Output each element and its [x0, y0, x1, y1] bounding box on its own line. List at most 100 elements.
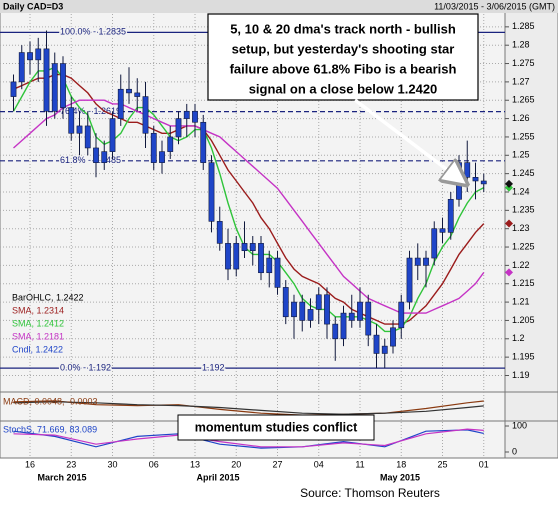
candle-body: [249, 243, 256, 252]
candle-body: [423, 257, 429, 266]
y-tick-label: 1.255: [512, 131, 535, 141]
candle-body: [35, 48, 42, 61]
candle-body: [274, 257, 281, 288]
x-tick-label: 27: [272, 459, 282, 469]
y-tick-label: 1.26: [512, 113, 530, 123]
x-tick-label: 13: [190, 459, 200, 469]
candle-body: [381, 345, 388, 354]
candle-body: [447, 199, 454, 233]
momentum-box: [177, 414, 375, 441]
macd-label: MACD, 0.0048, -0.0003: [3, 396, 98, 406]
x-tick-label: 25: [437, 459, 447, 469]
fib-label: 100.0% - 1.2835: [60, 27, 126, 37]
candle-body: [200, 121, 207, 163]
candle-body: [348, 312, 355, 321]
candle-body: [464, 162, 471, 178]
candle-body: [332, 323, 339, 340]
candle-body: [192, 110, 198, 123]
candle-body: [241, 243, 248, 252]
candle-body: [472, 177, 479, 182]
x-tick-label: 18: [396, 459, 406, 469]
header-bar: [0, 0, 558, 13]
stoch-line: [13, 428, 484, 448]
macd-line: [13, 401, 484, 415]
candle-body: [68, 107, 75, 134]
legend-entry: BarOHLC, 1.2422: [12, 292, 84, 302]
y-tick-label: 1.205: [512, 315, 535, 325]
candle-body: [84, 125, 91, 149]
y-tick-label: 1.275: [512, 58, 535, 68]
last-value-marker: [505, 268, 513, 277]
candle-body: [315, 294, 322, 310]
y-tick-label: 1.285: [512, 21, 535, 31]
candle-body: [340, 312, 347, 340]
candle-body: [159, 151, 165, 163]
axis-area: [504, 0, 558, 459]
x-tick-label: 11: [355, 459, 364, 469]
candle-body: [357, 301, 363, 321]
candle-body: [27, 52, 33, 61]
candle-body: [406, 257, 413, 303]
chart-title: Daily CAD=D3: [3, 1, 63, 11]
candle-body: [167, 136, 174, 152]
candle-body: [439, 228, 446, 233]
y-tick-label: 1.265: [512, 95, 535, 105]
x-tick-label: 23: [66, 459, 76, 469]
candle-body: [225, 243, 231, 270]
candle-body: [365, 301, 372, 336]
x-tick-label: 30: [107, 459, 117, 469]
candle-body: [266, 257, 273, 274]
candle-body: [398, 301, 405, 329]
candle-body: [93, 147, 99, 163]
candle-body: [175, 118, 182, 138]
y-tick-label: 1.28: [512, 40, 530, 50]
y-tick-label: 1.27: [512, 76, 530, 86]
candle-body: [117, 88, 124, 119]
candle-body: [208, 162, 215, 222]
candle-body: [18, 52, 25, 83]
candle-body: [10, 81, 17, 97]
momentum-note: momentum studies conflict: [195, 420, 358, 434]
legend-entry: SMA, 1.2181: [12, 331, 64, 341]
candle-body: [390, 327, 396, 347]
candle-body: [324, 294, 330, 325]
y-tick-label: 1.21: [512, 296, 530, 306]
y-tick-label: 1.2: [512, 333, 525, 343]
annotation-text: 5, 10 & 20 dma's track north - bullish: [230, 21, 456, 36]
annotation-arrow: [353, 98, 466, 184]
fib-label: 0.0% - 1.192: [60, 363, 111, 373]
candle-body: [216, 221, 223, 244]
y-tick-label: 1.245: [512, 168, 535, 178]
stoch-label: StochS, 71.669, 83.089: [3, 424, 97, 434]
candle-body: [183, 110, 190, 119]
fib-label: 61.8% - 1.2485: [60, 155, 121, 165]
candle-body: [150, 132, 157, 163]
candle-body: [43, 48, 50, 112]
x-tick-label: 16: [25, 459, 35, 469]
y-tick-label: 1.23: [512, 223, 530, 233]
candle-body: [258, 243, 264, 274]
annotation-text: signal on a close below 1.2420: [249, 81, 438, 96]
y-tick-label: 1.195: [512, 352, 535, 362]
candle-body: [126, 88, 132, 94]
y-tick-label: 1.235: [512, 205, 535, 215]
y-tick-label: 1.24: [512, 186, 530, 196]
annotation-text: setup, but yesterday's shooting star: [232, 41, 455, 56]
month-label: May 2015: [380, 472, 420, 482]
y-tick-label: 1.19: [512, 370, 530, 380]
sma-line: [12, 66, 485, 333]
candle-body: [307, 309, 314, 321]
x-tick-label: 04: [314, 459, 324, 469]
stoch-line: [13, 429, 484, 449]
candle-body: [109, 118, 116, 152]
y-tick-label: 1.22: [512, 260, 530, 270]
candle-body: [101, 151, 108, 163]
candle-body: [299, 301, 306, 321]
last-value-marker: [505, 179, 513, 188]
candle-body: [51, 63, 58, 112]
candle-body: [76, 125, 83, 134]
last-value-marker: [505, 219, 513, 228]
fib-label: 1.192: [202, 363, 225, 373]
macd-line: [13, 400, 484, 416]
